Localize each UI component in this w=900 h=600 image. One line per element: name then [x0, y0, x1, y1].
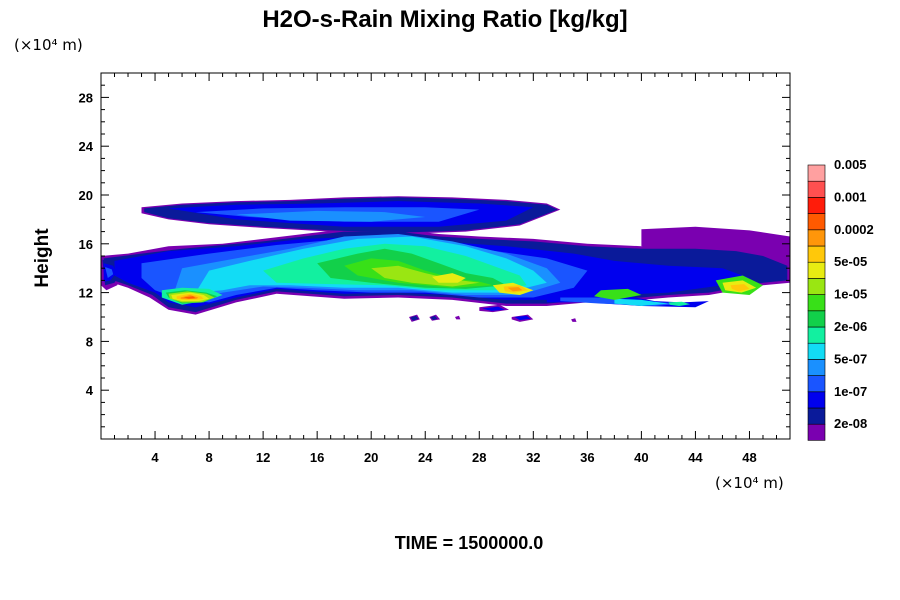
colorbar-swatch	[807, 391, 826, 409]
x-tick-label: 8	[205, 450, 212, 465]
colorbar-swatch	[807, 197, 826, 214]
colorbar-swatch	[807, 164, 826, 182]
contour-region	[432, 273, 466, 283]
contour-region	[594, 288, 642, 300]
contour-region	[507, 287, 523, 292]
y-axis-label: Height	[32, 228, 53, 288]
contour-region	[514, 315, 531, 321]
x-tick-label: 36	[580, 450, 594, 465]
x-unit-label: (×10⁴ m)	[715, 474, 784, 492]
colorbar-legend: 2e-08 1e-07 5e-07 2e-06 1e-05 5e-05 0.0002 0.00…	[807, 157, 874, 441]
colorbar-label: 5e-07	[834, 351, 867, 366]
y-tick-label: 8	[86, 334, 93, 349]
colorbar-label: 0.0002	[834, 222, 874, 237]
y-tick-label: 4	[86, 383, 94, 398]
y-tick-label: 20	[79, 188, 93, 203]
colorbar-swatch	[807, 423, 826, 441]
x-tick-label: 28	[472, 450, 486, 465]
data-regions	[101, 196, 790, 322]
y-axis: 4 8 12 16 20 24 28	[79, 84, 790, 428]
y-tick-label: 28	[79, 90, 93, 105]
colorbar-label: 2e-06	[834, 319, 867, 334]
y-unit-label: (×10⁴ m)	[14, 36, 83, 54]
x-tick-label: 48	[742, 450, 756, 465]
contour-region	[183, 296, 196, 299]
x-tick-label: 40	[634, 450, 648, 465]
colorbar-label: 1e-07	[834, 384, 867, 399]
contour-region	[410, 315, 419, 321]
contour-region	[236, 210, 426, 222]
contour-region	[730, 284, 750, 292]
chart-title: H2O-s-Rain Mixing Ratio [kg/kg]	[262, 6, 627, 33]
colorbar-label: 0.001	[834, 189, 867, 204]
contour-region	[668, 301, 690, 306]
colorbar-label: 0.005	[834, 157, 867, 172]
contour-region	[482, 306, 505, 311]
contour-region	[455, 315, 461, 320]
colorbar-swatch	[807, 342, 826, 360]
contour-region	[105, 267, 114, 278]
colorbar-label: 1e-05	[834, 287, 867, 302]
y-tick-label: 16	[79, 237, 93, 252]
y-tick-label: 24	[79, 139, 94, 154]
colorbar-swatch	[807, 278, 826, 295]
colorbar-swatch	[807, 359, 826, 376]
colorbar-swatch	[807, 375, 826, 393]
colorbar-swatch	[807, 213, 826, 231]
colorbar-swatch	[807, 229, 826, 247]
colorbar-swatch	[807, 310, 826, 328]
colorbar-label: 5e-05	[834, 254, 867, 269]
colorbar-label: 2e-08	[834, 416, 867, 431]
colorbar-swatch	[807, 261, 826, 279]
colorbar-swatch	[807, 294, 826, 312]
x-tick-label: 16	[310, 450, 324, 465]
colorbar-swatch	[807, 180, 826, 198]
contour-region	[430, 315, 438, 321]
contour-region	[614, 298, 669, 306]
x-axis: 4 8 12 16 20 24 28 32 36 40 44 48	[114, 73, 777, 465]
contour-region	[571, 318, 577, 322]
time-footer: TIME = 1500000.0	[395, 533, 544, 553]
x-tick-label: 32	[526, 450, 540, 465]
x-tick-label: 4	[151, 450, 159, 465]
contour-region	[641, 226, 790, 256]
y-tick-label: 12	[79, 286, 93, 301]
x-tick-label: 44	[688, 450, 703, 465]
x-tick-label: 12	[256, 450, 270, 465]
contour-region	[767, 247, 790, 264]
colorbar-swatch	[807, 407, 826, 425]
colorbar-swatch	[807, 326, 826, 344]
x-tick-label: 24	[418, 450, 433, 465]
x-tick-label: 20	[364, 450, 378, 465]
colorbar-swatch	[807, 245, 826, 263]
